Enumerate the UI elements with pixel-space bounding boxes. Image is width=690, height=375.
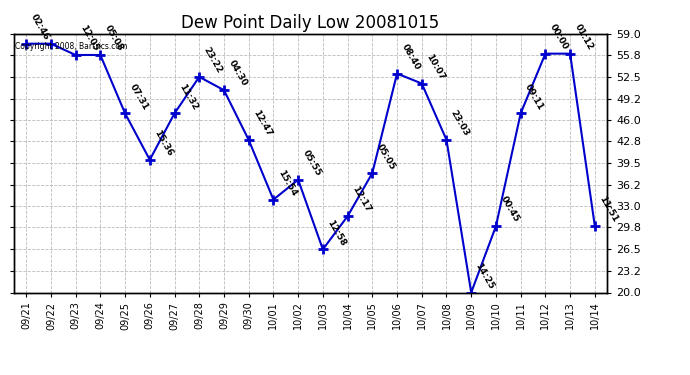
Text: 12:47: 12:47 xyxy=(251,108,273,138)
Text: 11:32: 11:32 xyxy=(177,82,199,111)
Text: 14:25: 14:25 xyxy=(474,261,496,291)
Text: 11:51: 11:51 xyxy=(598,195,620,224)
Text: 04:30: 04:30 xyxy=(226,59,248,88)
Text: 10:07: 10:07 xyxy=(424,53,446,81)
Text: 05:08: 05:08 xyxy=(103,24,125,53)
Text: 23:22: 23:22 xyxy=(201,46,224,75)
Text: 02:46: 02:46 xyxy=(29,12,51,42)
Text: 07:31: 07:31 xyxy=(128,82,150,111)
Text: Copyright 2008, Bartrics.com: Copyright 2008, Bartrics.com xyxy=(15,42,128,51)
Text: 00:00: 00:00 xyxy=(548,23,570,52)
Text: 05:55: 05:55 xyxy=(301,148,323,178)
Title: Dew Point Daily Low 20081015: Dew Point Daily Low 20081015 xyxy=(181,14,440,32)
Text: 23:03: 23:03 xyxy=(449,109,471,138)
Text: 05:05: 05:05 xyxy=(375,142,397,171)
Text: 15:36: 15:36 xyxy=(152,129,175,158)
Text: 15:54: 15:54 xyxy=(276,168,298,198)
Text: 12:58: 12:58 xyxy=(326,218,348,248)
Text: 00:45: 00:45 xyxy=(498,195,520,224)
Text: 08:40: 08:40 xyxy=(400,42,422,72)
Text: 01:12: 01:12 xyxy=(573,22,595,52)
Text: 12:05: 12:05 xyxy=(78,24,100,53)
Text: 12:17: 12:17 xyxy=(350,185,372,214)
Text: 09:11: 09:11 xyxy=(523,82,545,111)
